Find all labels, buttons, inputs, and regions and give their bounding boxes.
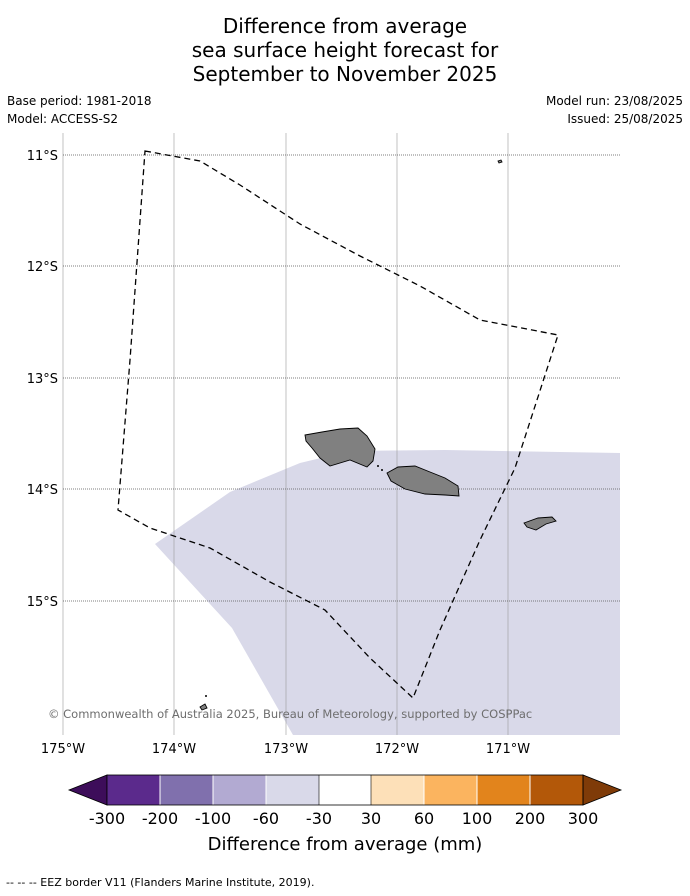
colorbar-tick-label: -100 xyxy=(195,809,231,828)
colorbar-outline xyxy=(106,774,584,806)
lat-label-14s: 14°S xyxy=(27,483,58,498)
colorbar-tick-label: 30 xyxy=(361,809,381,828)
latitude-labels: 11°S 12°S 13°S 14°S 15°S xyxy=(27,149,58,610)
forecast-field xyxy=(155,450,620,735)
lon-label-174w: 174°W xyxy=(152,742,196,757)
colorbar-bin-9 xyxy=(530,775,583,805)
colorbar-tick-label: 100 xyxy=(462,809,493,828)
small-islands-dots xyxy=(205,465,383,697)
lat-label-13s: 13°S xyxy=(27,372,58,387)
colorbar-extend-low xyxy=(67,774,108,806)
colorbar-tick-label: 300 xyxy=(568,809,599,828)
issued-text: Issued: 25/08/2025 xyxy=(567,112,683,126)
lon-label-175w: 175°W xyxy=(41,742,85,757)
savaii-island xyxy=(304,427,376,468)
small-islet-south xyxy=(199,703,208,711)
model-text: Model: ACCESS-S2 xyxy=(7,112,119,126)
colorbar-tick-label: -300 xyxy=(89,809,125,828)
colorbar-bin-4 xyxy=(266,775,319,805)
colorbar-bin-6 xyxy=(371,775,424,805)
model-run-text: Model run: 23/08/2025 xyxy=(545,94,683,108)
colorbar-extend-high xyxy=(582,774,623,806)
colorbar xyxy=(67,774,623,806)
title-line-1: Difference from average xyxy=(222,14,468,38)
tutuila-island xyxy=(523,516,557,531)
colorbar-bin-3 xyxy=(213,775,266,805)
islet-marker-south xyxy=(205,695,207,697)
title-line-3: September to November 2025 xyxy=(192,62,498,86)
eez-legend-text: -- -- -- EEZ border V11 (Flanders Marine… xyxy=(6,876,315,889)
colorbar-dividers xyxy=(159,775,531,805)
colorbar-tick-label: -60 xyxy=(253,809,279,828)
longitude-gridlines xyxy=(62,133,509,735)
base-period-text: Base period: 1981-2018 xyxy=(7,94,152,108)
colorbar-tick-label: -30 xyxy=(306,809,332,828)
colorbar-bin-1 xyxy=(107,775,160,805)
colorbar-tick-label: -200 xyxy=(142,809,178,828)
latitude-gridlines xyxy=(63,154,620,602)
copyright-text: © Commonwealth of Australia 2025, Bureau… xyxy=(48,707,532,721)
colorbar-bin-7 xyxy=(424,775,477,805)
map-title: Difference from average sea surface heig… xyxy=(0,14,690,86)
meta-left: Base period: 1981-2018 Model: ACCESS-S2 xyxy=(7,93,152,129)
manono-islet xyxy=(377,465,379,467)
colorbar-bin-8 xyxy=(477,775,530,805)
colorbar-bin-2 xyxy=(160,775,213,805)
lon-label-172w: 172°W xyxy=(375,742,419,757)
eez-border xyxy=(117,150,559,700)
colorbar-label: Difference from average (mm) xyxy=(208,834,483,855)
apolima-islet xyxy=(381,469,383,471)
colorbar-tick-label: 60 xyxy=(414,809,434,828)
colorbar-tick-labels: -300 -200 -100 -60 -30 30 60 100 200 300 xyxy=(89,809,598,828)
colorbar-bin-5 xyxy=(319,775,371,805)
lat-label-12s: 12°S xyxy=(27,260,58,275)
colorbar-tick-label: 200 xyxy=(515,809,546,828)
lat-label-11s: 11°S xyxy=(27,149,58,164)
longitude-labels: 175°W 174°W 173°W 172°W 171°W xyxy=(41,742,530,757)
small-islet-north xyxy=(497,159,503,164)
title-line-2: sea surface height forecast for xyxy=(191,38,499,62)
land-masses xyxy=(199,159,557,711)
lon-label-171w: 171°W xyxy=(486,742,530,757)
meta-right: Model run: 23/08/2025 Issued: 25/08/2025 xyxy=(546,93,683,129)
lon-label-173w: 173°W xyxy=(264,742,308,757)
upolu-island xyxy=(386,465,460,497)
lat-label-15s: 15°S xyxy=(27,595,58,610)
